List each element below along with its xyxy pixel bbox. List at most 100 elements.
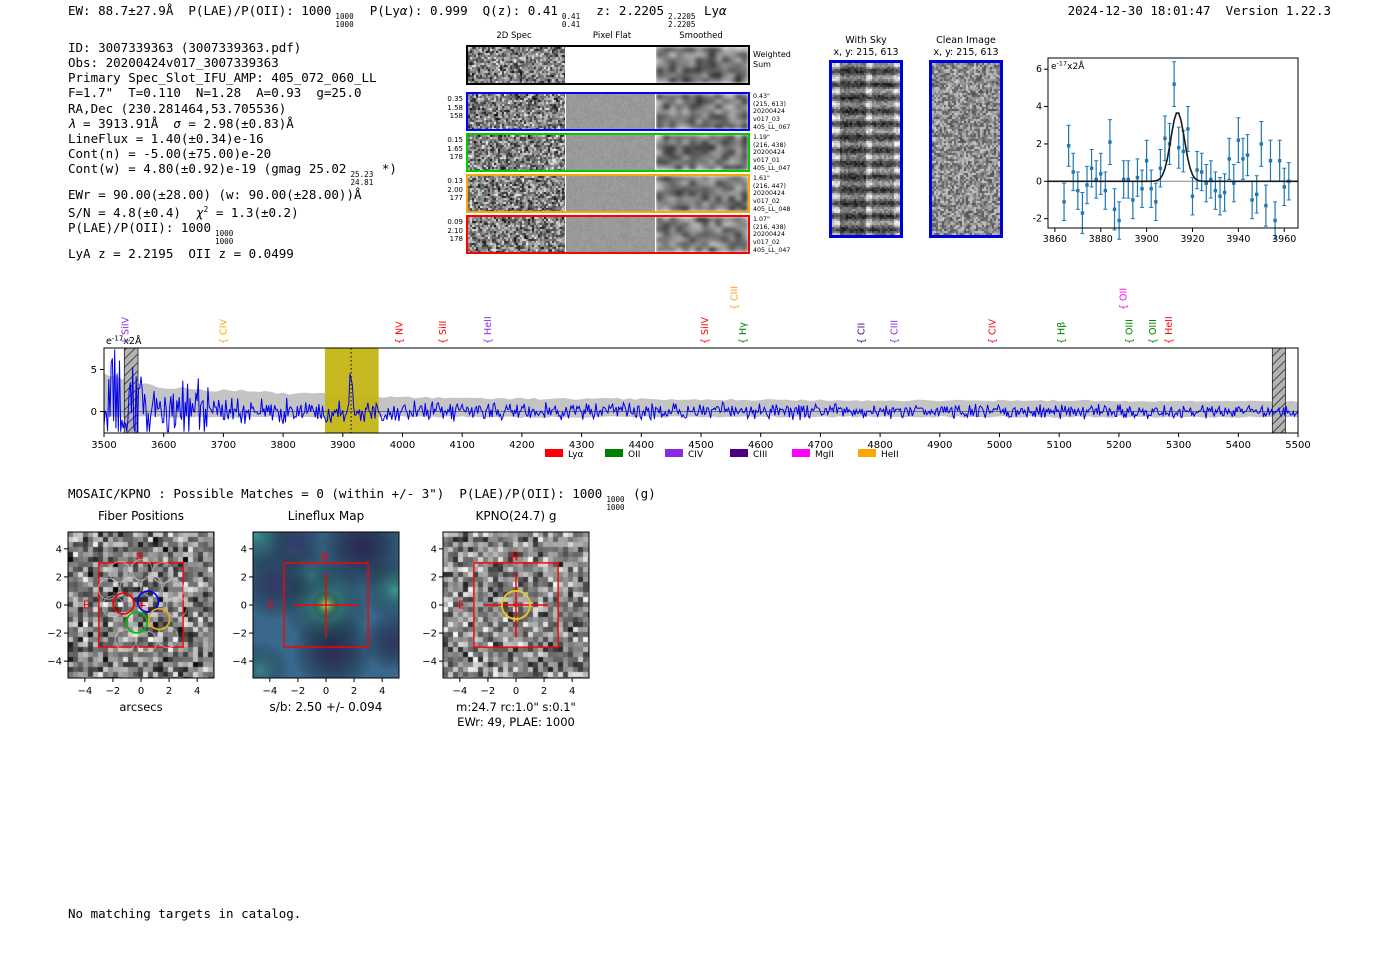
svg-text:5: 5 xyxy=(91,365,97,376)
spectral-line-label: { SiII xyxy=(438,321,449,344)
svg-text:3920: 3920 xyxy=(1180,234,1204,245)
pixel-flat-image xyxy=(566,47,655,83)
svg-text:4600: 4600 xyxy=(748,440,773,451)
info-line: EWr = 90.00(±28.00) (w: 90.00(±28.00))Å xyxy=(68,186,362,202)
svg-text:−4: −4 xyxy=(422,657,437,668)
info-line: F=1.7" T=0.110 N=1.28 A=0.93 g=25.0 xyxy=(68,85,362,101)
svg-text:−4: −4 xyxy=(262,686,277,697)
svg-text:4300: 4300 xyxy=(569,440,594,451)
svg-text:3900: 3900 xyxy=(1135,234,1159,245)
svg-text:2: 2 xyxy=(56,572,62,583)
spectral-line-label: { OIII xyxy=(1148,319,1159,344)
lineflux-xlabel: s/b: 2.50 +/- 0.094 xyxy=(270,700,383,714)
svg-text:4: 4 xyxy=(379,686,385,697)
info-line: RA,Dec (230.281464,53.705536) xyxy=(68,100,287,116)
spectral-line-label: { Hγ xyxy=(738,322,749,344)
legend-swatch xyxy=(545,449,563,457)
info-line: Obs: 20200424v017_3007339363 xyxy=(68,55,279,71)
spec2d-image xyxy=(468,47,565,83)
spectral-line-label: { CII xyxy=(857,323,868,344)
svg-text:0: 0 xyxy=(56,601,62,612)
fiber-circle-faint xyxy=(156,626,179,649)
svg-text:5200: 5200 xyxy=(1106,440,1131,451)
spec2d-col-title-smoothed: Smoothed xyxy=(679,31,723,41)
svg-text:3940: 3940 xyxy=(1226,234,1250,245)
fiber-circle-faint xyxy=(135,630,158,653)
kpno-xlabel-2: EWr: 49, PLAE: 1000 xyxy=(457,715,575,729)
svg-text:5300: 5300 xyxy=(1166,440,1191,451)
info-line: Cont(w) = 4.80(±0.92)e-19 (gmag 25.02 25.… xyxy=(68,161,397,188)
spectral-line-label: { CIII xyxy=(729,286,740,310)
info-line: λ = 3913.91Å σ = 2.98(±0.83)Å xyxy=(68,115,294,131)
info-line: ID: 3007339363 (3007339363.pdf) xyxy=(68,40,302,55)
fiber-circle xyxy=(136,590,160,613)
svg-text:0: 0 xyxy=(323,686,329,697)
weighted-sum-label: Weighted Sum xyxy=(753,50,791,69)
spectral-line-label: { OII xyxy=(1119,288,1130,310)
svg-text:4200: 4200 xyxy=(509,440,534,451)
stacked-fraction: 1000 1000 xyxy=(215,229,234,247)
svg-text:4: 4 xyxy=(569,686,575,697)
kpno-xlabel-1: m:24.7 rc:1.0" s:0.1" xyxy=(456,700,576,714)
info-line: LineFlux = 1.40(±0.34)e-16 xyxy=(68,130,264,146)
svg-text:4700: 4700 xyxy=(808,440,833,451)
info-line: S/N = 4.8(±0.4) χ2 = 1.3(±0.2) xyxy=(68,205,299,221)
svg-text:4000: 4000 xyxy=(390,440,415,451)
svg-text:2: 2 xyxy=(241,572,247,583)
svg-text:0: 0 xyxy=(513,686,519,697)
fiber-circle xyxy=(148,607,171,631)
svg-text:4: 4 xyxy=(1036,102,1042,113)
spec2d-image xyxy=(468,135,565,170)
fiber-circle-faint xyxy=(108,561,131,583)
legend-label: Lyα xyxy=(568,450,584,460)
svg-text:3800: 3800 xyxy=(270,440,295,451)
spectral-line-label: { SiIV xyxy=(120,316,131,344)
center-marker: + xyxy=(137,599,147,613)
clean-image xyxy=(929,60,1003,238)
stacked-fraction: 0.41 0.41 xyxy=(561,12,581,29)
spec2d-col-title-2dspec: 2D Spec xyxy=(496,31,532,41)
svg-text:2: 2 xyxy=(431,572,437,583)
full-spectrum-plot: 3500 3600 3700 3800 3900 4000 4100 4200 4300 4400… xyxy=(91,286,1311,460)
svg-text:4: 4 xyxy=(56,544,62,555)
svg-text:−2: −2 xyxy=(291,686,306,697)
svg-text:−2: −2 xyxy=(232,629,247,640)
svg-text:0: 0 xyxy=(1036,176,1042,187)
fiber-circle-faint xyxy=(151,561,174,584)
compass-north: N xyxy=(321,551,329,563)
legend-swatch xyxy=(858,449,876,457)
spec2d-fiber-row xyxy=(466,174,750,213)
legend-swatch xyxy=(730,449,748,457)
spectral-line-label: { OIII xyxy=(1125,319,1136,344)
spec2d-image xyxy=(468,176,565,211)
svg-text:4: 4 xyxy=(431,544,437,555)
svg-text:4: 4 xyxy=(241,544,247,555)
fiber-circle-faint xyxy=(165,596,188,619)
svg-text:−4: −4 xyxy=(452,686,467,697)
smoothed-image xyxy=(656,47,748,83)
svg-text:0: 0 xyxy=(91,407,97,418)
compass-north: N xyxy=(136,551,144,563)
spec2d-fiber-row xyxy=(466,133,750,172)
svg-text:−4: −4 xyxy=(47,657,62,668)
svg-text:−4: −4 xyxy=(232,657,247,668)
spec2d-weighted-row xyxy=(466,45,750,85)
legend-swatch xyxy=(665,449,683,457)
svg-text:2: 2 xyxy=(351,686,357,697)
spec2d-row-weights: 0.35 1.58 158 xyxy=(447,95,463,121)
legend-label: CIII xyxy=(753,450,767,460)
svg-text:5000: 5000 xyxy=(987,440,1012,451)
spectral-line-label: { SiIV xyxy=(700,316,711,344)
spec2d-row-annotation: 1.61" (216, 447) 20200424 v017_02 405_LL_048 xyxy=(753,175,791,213)
fiber-xlabel: arcsecs xyxy=(119,700,162,714)
mosaic-kpno-line: MOSAIC/KPNO : Possible Matches = 0 (with… xyxy=(68,486,656,512)
svg-text:4500: 4500 xyxy=(688,440,713,451)
svg-text:6: 6 xyxy=(1036,64,1042,75)
fiber-circle-faint xyxy=(97,577,120,600)
info-line: Primary Spec_Slot_IFU_AMP: 405_072_060_L… xyxy=(68,70,377,86)
compass-east: E xyxy=(268,600,275,612)
smoothed-image xyxy=(656,94,748,129)
info-line: P(LAE)/P(OII): 1000 1000 1000 xyxy=(68,220,234,247)
